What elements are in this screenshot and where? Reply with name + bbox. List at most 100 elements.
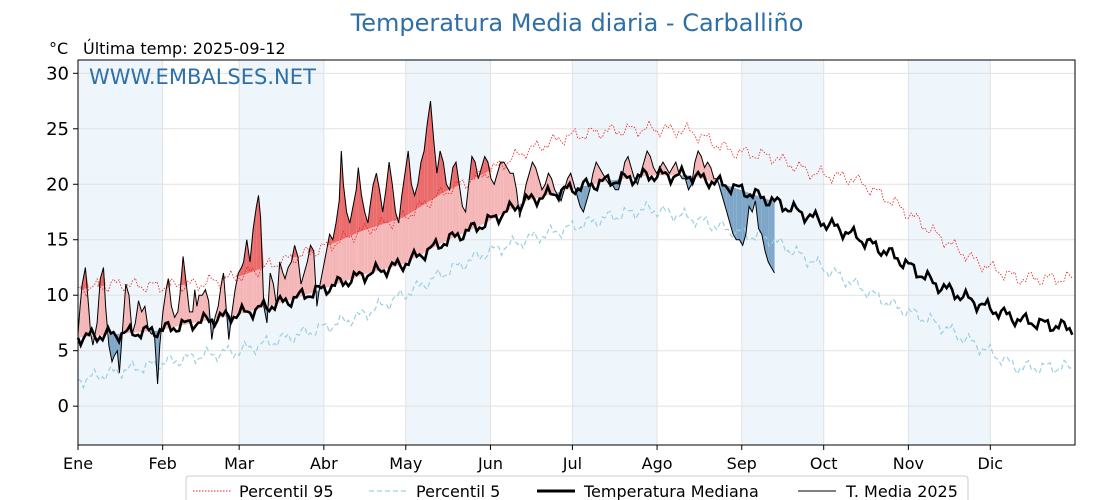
x-tick-label: Dic (978, 454, 1004, 473)
fill-above-median (294, 245, 298, 299)
fill-above-median (221, 273, 224, 318)
fill-above-median (478, 167, 482, 227)
x-tick-label: May (389, 454, 422, 473)
fill-below-median (733, 187, 737, 240)
month-band (741, 60, 824, 445)
fill-above-p95 (405, 150, 409, 217)
fill-above-median (288, 261, 292, 301)
month-band (572, 60, 658, 445)
deviation-fills (78, 101, 775, 384)
fill-above-median (484, 156, 488, 224)
fill-above-median (465, 184, 469, 233)
fill-below-median (723, 184, 727, 213)
series-p5-line (77, 200, 1073, 390)
fill-above-p95 (389, 162, 393, 223)
fill-above-p95 (100, 267, 104, 287)
fill-below-median (615, 179, 619, 190)
plot-frame (77, 59, 1076, 446)
x-tick-label: Sep (727, 454, 757, 473)
fill-above-median (459, 184, 463, 235)
fill-above-median (168, 278, 172, 329)
fill-above-p95 (353, 189, 357, 235)
month-band (78, 60, 163, 445)
fill-above-p95 (408, 150, 412, 215)
fill-above-p95 (276, 261, 280, 264)
fill-above-median (166, 278, 169, 329)
fill-above-p95 (256, 195, 259, 271)
fill-above-median (596, 162, 600, 184)
y-tick-label: 0 (58, 396, 69, 417)
fill-above-median (462, 206, 466, 234)
fill-above-p95 (186, 284, 190, 285)
fill-above-median (282, 273, 286, 303)
fill-above-p95 (411, 184, 415, 213)
fill-above-median (491, 178, 495, 220)
fill-above-p95 (349, 206, 354, 237)
fill-above-p95 (385, 162, 390, 224)
fill-above-median (162, 289, 167, 330)
fill-above-median (199, 295, 203, 322)
fill-below-median (768, 199, 772, 268)
fill-above-p95 (452, 162, 456, 188)
fill-above-median (323, 250, 327, 289)
fill-above-p95 (440, 150, 444, 195)
fill-above-median (494, 173, 498, 219)
y-tick-label: 25 (46, 119, 69, 140)
fill-above-median (538, 178, 543, 198)
fill-above-median (624, 156, 629, 179)
fill-above-median (80, 284, 83, 338)
fill-above-median (446, 184, 450, 241)
fill-above-median (329, 234, 333, 287)
fill-below-median (739, 189, 743, 246)
watermark-text: WWW.EMBALSES.NET (89, 65, 316, 89)
fill-above-median (270, 273, 274, 306)
x-tick-label: Jul (562, 454, 582, 473)
fill-above-median (500, 162, 504, 215)
legend: Percentil 95 Percentil 5 Temperatura Med… (185, 475, 969, 500)
x-tick-label: Ene (63, 454, 93, 473)
fill-above-median (647, 150, 651, 176)
fill-above-median (196, 295, 200, 323)
fill-above-median (672, 162, 676, 176)
fill-above-p95 (336, 200, 340, 243)
fill-above-median (194, 289, 197, 323)
fill-above-median (138, 300, 142, 333)
fill-above-median (628, 156, 632, 179)
series-2025-line (77, 101, 775, 385)
legend-box (185, 475, 969, 500)
series-lines (76, 101, 1074, 390)
legend-label-p95: Percentil 95 (239, 482, 334, 500)
legend-label-median: Temperatura Mediana (583, 482, 759, 500)
fill-above-median (171, 306, 175, 328)
fill-above-median (535, 167, 539, 199)
fill-above-median (174, 311, 178, 327)
fill-above-p95 (503, 161, 507, 163)
x-axis-ticks: Ene Feb Mar Abr May Jun Jul Ago Sep Oct Nov Dic (63, 445, 1003, 473)
month-bands (78, 60, 991, 445)
fill-below-median (577, 186, 581, 207)
fill-above-median (510, 173, 514, 210)
fill-above-p95 (430, 101, 434, 201)
month-band (908, 60, 991, 445)
fill-above-p95 (401, 173, 406, 218)
fill-above-median (141, 306, 145, 332)
legend-label-current: T. Media 2025 (845, 482, 958, 500)
series-median-line (76, 163, 1074, 349)
fill-above-p95 (356, 167, 359, 234)
fill-above-p95 (414, 184, 418, 211)
y-tick-label: 15 (46, 230, 69, 251)
y-tick-label: 10 (46, 285, 69, 306)
fill-above-median (592, 162, 597, 185)
fill-above-median (650, 156, 654, 176)
fill-above-p95 (369, 184, 374, 229)
fill-above-median (313, 250, 317, 307)
fill-below-median (771, 200, 775, 274)
fill-above-p95 (373, 173, 377, 228)
fill-below-median (111, 334, 115, 362)
y-tick-label: 20 (46, 174, 69, 195)
fill-above-median (694, 150, 699, 178)
last-temp-subtitle: Última temp: 2025-09-12 (83, 39, 286, 58)
fill-above-median (395, 212, 399, 267)
fill-above-p95 (427, 101, 431, 203)
x-tick-label: Nov (893, 454, 924, 473)
